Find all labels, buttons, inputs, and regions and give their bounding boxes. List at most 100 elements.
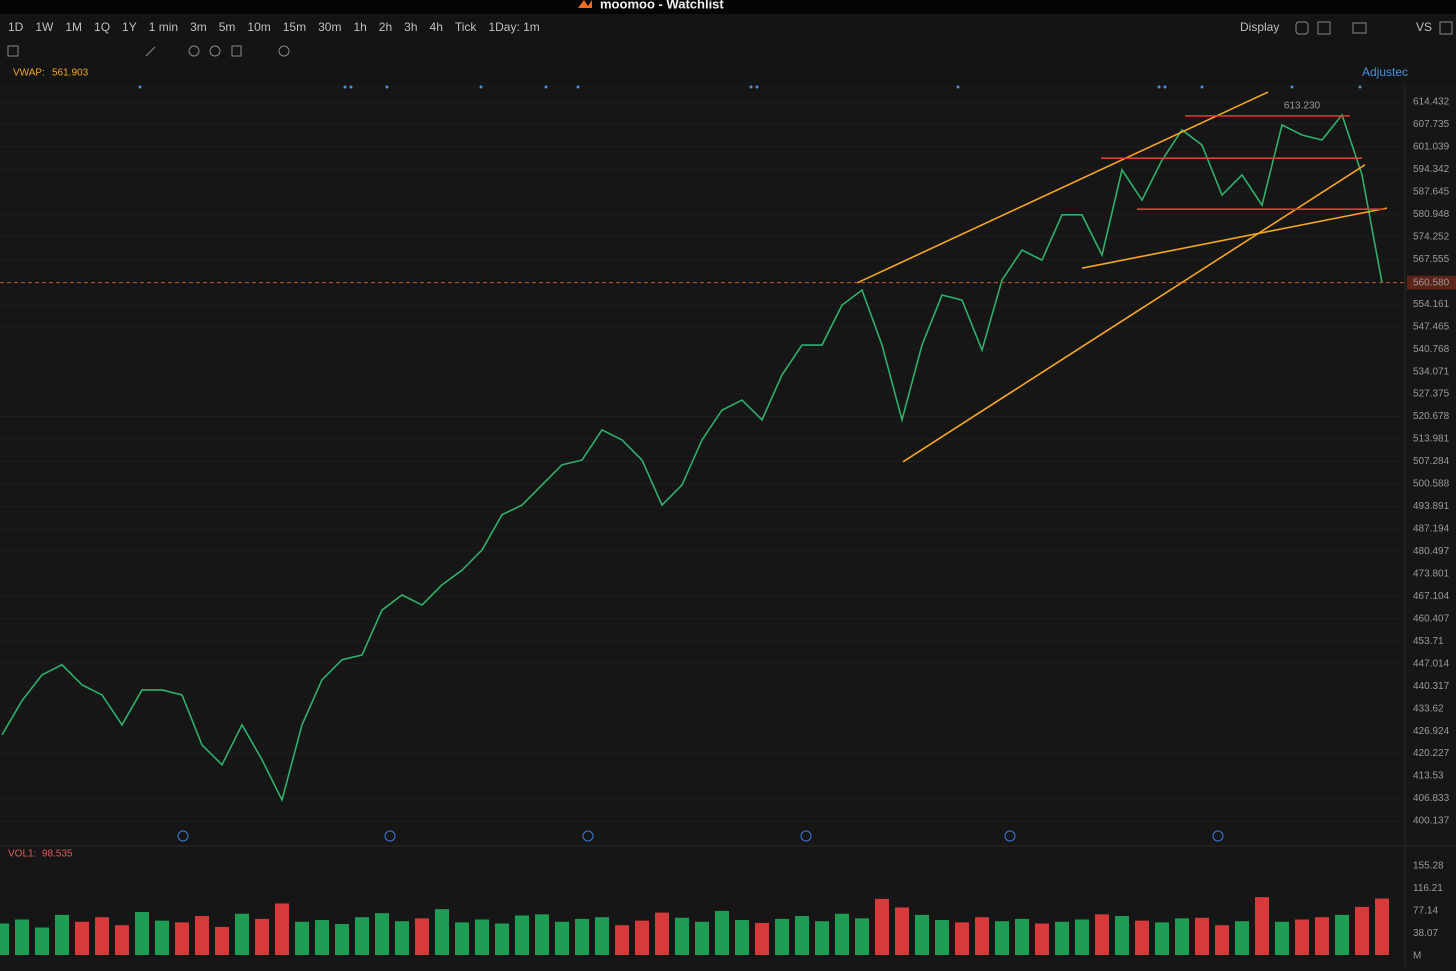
- volume-bar: [715, 910, 729, 955]
- y-tick-label: 433.62: [1413, 703, 1444, 714]
- y-tick-label: 500.588: [1413, 479, 1450, 490]
- period-button[interactable]: 1Q: [94, 20, 110, 34]
- period-button[interactable]: 3h: [404, 20, 417, 34]
- volume-bar: [215, 926, 229, 955]
- volume-bar: [775, 918, 789, 955]
- period-button[interactable]: 1h: [353, 20, 366, 34]
- volume-bar: [1355, 906, 1369, 955]
- y-tick-label: 116.21: [1413, 883, 1443, 894]
- volume-bar: [855, 918, 869, 955]
- volume-bar: [1075, 919, 1089, 955]
- volume-bar: [1015, 918, 1029, 955]
- tool-icon[interactable]: [188, 45, 200, 57]
- volume-bar: [335, 924, 349, 955]
- last-price-tag: [1407, 275, 1456, 290]
- period-button[interactable]: 1Day: 1m: [488, 20, 539, 34]
- volume-bar: [1275, 921, 1289, 955]
- volume-bar: [1375, 898, 1389, 955]
- period-button[interactable]: 30m: [318, 20, 341, 34]
- volume-bar: [675, 917, 689, 955]
- volume-bar: [835, 913, 849, 955]
- period-button[interactable]: 5m: [219, 20, 236, 34]
- y-tick-label: 413.53: [1413, 771, 1444, 782]
- vwap-value: 561.903: [52, 68, 89, 79]
- volume-title: VOL1:: [8, 849, 36, 860]
- volume-bar: [15, 919, 29, 955]
- volume-bar: [1055, 921, 1069, 955]
- volume-bar: [1235, 921, 1249, 955]
- vwap-label: VWAP:: [13, 68, 45, 79]
- volume-bar: [515, 915, 529, 955]
- y-tick-label: 440.317: [1413, 681, 1450, 692]
- y-tick-label: 534.071: [1413, 366, 1450, 377]
- settings-icon[interactable]: [1295, 21, 1309, 35]
- period-button[interactable]: 2h: [379, 20, 392, 34]
- y-tick-label: 567.555: [1413, 254, 1450, 265]
- volume-bar: [955, 922, 969, 955]
- y-tick-label: 540.768: [1413, 344, 1450, 355]
- y-tick-label: 554.161: [1413, 299, 1450, 310]
- panel-icon[interactable]: [1439, 21, 1453, 35]
- period-button[interactable]: 15m: [283, 20, 306, 34]
- period-button[interactable]: Tick: [455, 20, 478, 34]
- y-tick-label: 507.284: [1413, 456, 1450, 467]
- volume-bar: [115, 925, 129, 955]
- y-tick-label: 574.252: [1413, 231, 1450, 242]
- volume-bar: [155, 920, 169, 955]
- y-tick-label: 601.039: [1413, 142, 1450, 153]
- period-button[interactable]: 1 min: [149, 20, 178, 34]
- period-button[interactable]: 1W: [35, 20, 54, 34]
- toolbar: [0, 14, 1456, 84]
- period-button[interactable]: 1D: [8, 20, 24, 34]
- tool-icon[interactable]: [231, 45, 242, 57]
- volume-bar: [235, 913, 249, 955]
- tool-icon[interactable]: [145, 46, 156, 57]
- period-button[interactable]: 4h: [430, 20, 443, 34]
- volume-bar: [275, 903, 289, 955]
- y-tick-label: 614.432: [1413, 97, 1450, 108]
- volume-bar: [395, 921, 409, 955]
- drawing-tools: [7, 45, 290, 57]
- period-button[interactable]: 1Y: [122, 20, 137, 34]
- y-tick-label: 426.924: [1413, 726, 1450, 737]
- tool-icon[interactable]: [7, 45, 19, 57]
- period-button[interactable]: 10m: [247, 20, 270, 34]
- tool-icon[interactable]: [209, 45, 221, 57]
- volume-bar: [315, 920, 329, 955]
- volume-bar: [1135, 920, 1149, 955]
- display-button[interactable]: Display: [1240, 20, 1279, 34]
- volume-bar: [875, 898, 889, 955]
- volume-bar: [1115, 916, 1129, 955]
- price-line: [1, 113, 1383, 803]
- tool-icon[interactable]: [278, 45, 290, 57]
- volume-bar: [815, 921, 829, 955]
- y-tick-label: 580.948: [1413, 209, 1450, 220]
- volume-unit: M: [1413, 951, 1421, 962]
- volume-bar: [1335, 914, 1349, 955]
- y-tick-label: 513.981: [1413, 434, 1450, 445]
- volume-bar: [135, 912, 149, 955]
- y-tick-label: 594.342: [1413, 164, 1450, 175]
- last-price-label: 560.580: [1413, 277, 1450, 288]
- volume-bar: [975, 917, 989, 955]
- volume-bar: [895, 907, 909, 955]
- y-tick-label: 487.194: [1413, 524, 1450, 535]
- y-tick-label: 547.465: [1413, 321, 1450, 332]
- layout-icon[interactable]: [1317, 21, 1331, 35]
- volume-bar: [695, 921, 709, 955]
- period-button[interactable]: 3m: [190, 20, 207, 34]
- camera-icon[interactable]: [1352, 22, 1367, 34]
- period-button[interactable]: 1M: [65, 20, 82, 34]
- volume-bar: [1095, 914, 1109, 955]
- volume-bar: [0, 923, 9, 955]
- adjusted-button[interactable]: Adjustec: [1362, 65, 1408, 79]
- volume-bar: [1295, 919, 1309, 955]
- trend-line: [1081, 207, 1388, 269]
- volume-bar: [635, 920, 649, 955]
- y-tick-label: 77.14: [1413, 905, 1438, 916]
- volume-bar: [435, 909, 449, 955]
- compare-button[interactable]: VS: [1416, 20, 1432, 34]
- trend-line: [856, 91, 1269, 284]
